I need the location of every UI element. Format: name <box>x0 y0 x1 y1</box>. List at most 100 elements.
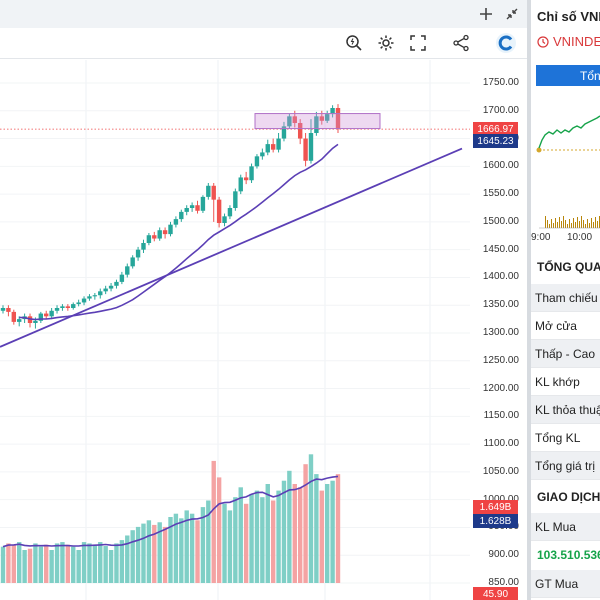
price-tick-label: 1600.00 <box>482 160 519 172</box>
collapse-icon[interactable] <box>502 4 522 24</box>
candle-body <box>227 208 233 217</box>
panel-divider[interactable] <box>527 0 531 600</box>
clock-icon <box>537 35 549 48</box>
price-tick-label: 1300.00 <box>482 327 519 338</box>
candle-body <box>71 304 76 308</box>
volume-bar <box>87 543 92 583</box>
intraday-volume-bar <box>555 218 556 228</box>
intraday-volume-bar <box>549 224 550 228</box>
candle-body <box>287 116 292 127</box>
volume-bar <box>292 484 297 583</box>
intraday-volume-bar <box>591 218 592 228</box>
candle-body <box>297 123 303 139</box>
volume-ma-line <box>2 475 339 548</box>
candle-body <box>292 116 297 123</box>
price-ma-line <box>19 143 339 321</box>
intraday-time-1: 10:00 <box>567 232 593 243</box>
volume-bar <box>54 543 60 583</box>
candle-body <box>265 144 270 153</box>
candle-body <box>125 266 130 275</box>
intraday-volume-bar <box>557 222 558 228</box>
intraday-volume-bar <box>573 218 574 228</box>
trend-line <box>0 147 463 348</box>
volume-bar <box>141 523 146 583</box>
volume-bar <box>0 546 6 583</box>
price-tick-label: 850.00 <box>488 577 519 588</box>
volume-bar <box>125 535 130 583</box>
candle-body <box>103 288 108 292</box>
index-title: Chỉ số VNI <box>537 9 600 24</box>
intraday-volume-bar <box>561 221 562 228</box>
price-tick-label: 1150.00 <box>483 410 519 422</box>
candle-body <box>324 114 330 121</box>
volume-bar <box>287 470 292 583</box>
resistance-zone <box>254 113 381 130</box>
volume-bar <box>49 550 54 583</box>
candle-body <box>216 199 222 223</box>
price-tick-label: 1500.00 <box>482 215 519 227</box>
candle-body <box>11 311 17 322</box>
volume-bar <box>38 546 44 583</box>
tab-overview[interactable]: Tổn <box>536 65 600 86</box>
candle-body <box>114 281 119 286</box>
volume-bar <box>216 477 222 583</box>
candle-body <box>281 126 287 139</box>
ticker-row[interactable]: VNINDE <box>537 34 600 49</box>
volume-bar <box>200 507 206 583</box>
volume-bar <box>189 513 195 583</box>
summary-row-label: Tổng giá trị <box>531 452 600 480</box>
candle-body <box>184 208 189 212</box>
intraday-volume-bar <box>597 221 598 228</box>
volume-bar <box>168 517 173 583</box>
intraday-volume-bar <box>589 223 590 228</box>
summary-row-text: Thấp - Cao <box>535 346 596 361</box>
candle-body <box>98 291 103 296</box>
volume-bar <box>6 543 11 583</box>
intraday-chart[interactable] <box>531 100 600 240</box>
intraday-volume-bar <box>567 224 568 228</box>
volume-bar <box>195 520 200 583</box>
summary-row-text: Mở cửa <box>535 318 577 333</box>
volume-bar <box>297 487 303 583</box>
price-tick-label: 1350.00 <box>482 299 519 311</box>
gear-icon[interactable] <box>375 32 397 54</box>
candle-body <box>308 133 314 161</box>
intraday-volume-bar <box>563 216 564 228</box>
volume-bar <box>11 544 17 583</box>
volume-bar <box>152 524 157 583</box>
candle-body <box>276 138 281 150</box>
price-chart[interactable] <box>0 60 527 600</box>
volume-bar <box>108 550 114 583</box>
candle-body <box>206 185 211 197</box>
summary-row-text: KL khớp <box>535 374 580 389</box>
intraday-volume-bar <box>565 220 566 228</box>
candle-body <box>76 302 81 305</box>
price-tick-label: 1750.00 <box>482 77 519 88</box>
volume-bar <box>114 543 119 583</box>
candle-body <box>179 211 184 220</box>
volume-bar <box>103 546 108 583</box>
candle-body <box>119 274 125 282</box>
volume-bar <box>71 546 76 583</box>
candle-body <box>200 196 206 211</box>
zoom-icon[interactable] <box>343 32 365 54</box>
brand-icon[interactable] <box>494 31 518 55</box>
volume-bar <box>98 542 103 583</box>
summary-row-text: Tổng giá trị <box>535 458 596 473</box>
intraday-time-0: 9:00 <box>531 232 551 243</box>
volume-bar <box>179 518 184 583</box>
intraday-line <box>538 115 600 149</box>
candle-body <box>65 306 71 308</box>
price-tick-label: 1700.00 <box>482 104 519 116</box>
share-icon[interactable] <box>450 32 472 54</box>
candle-body <box>87 296 92 299</box>
plus-icon[interactable] <box>476 4 496 24</box>
candle-body <box>141 243 146 250</box>
fullscreen-icon[interactable] <box>407 32 429 54</box>
volume-bar <box>65 544 71 583</box>
volume-bar <box>222 503 227 583</box>
volume-bar <box>206 500 211 583</box>
intraday-volume-bar <box>571 223 572 228</box>
volume-bar <box>27 548 33 583</box>
